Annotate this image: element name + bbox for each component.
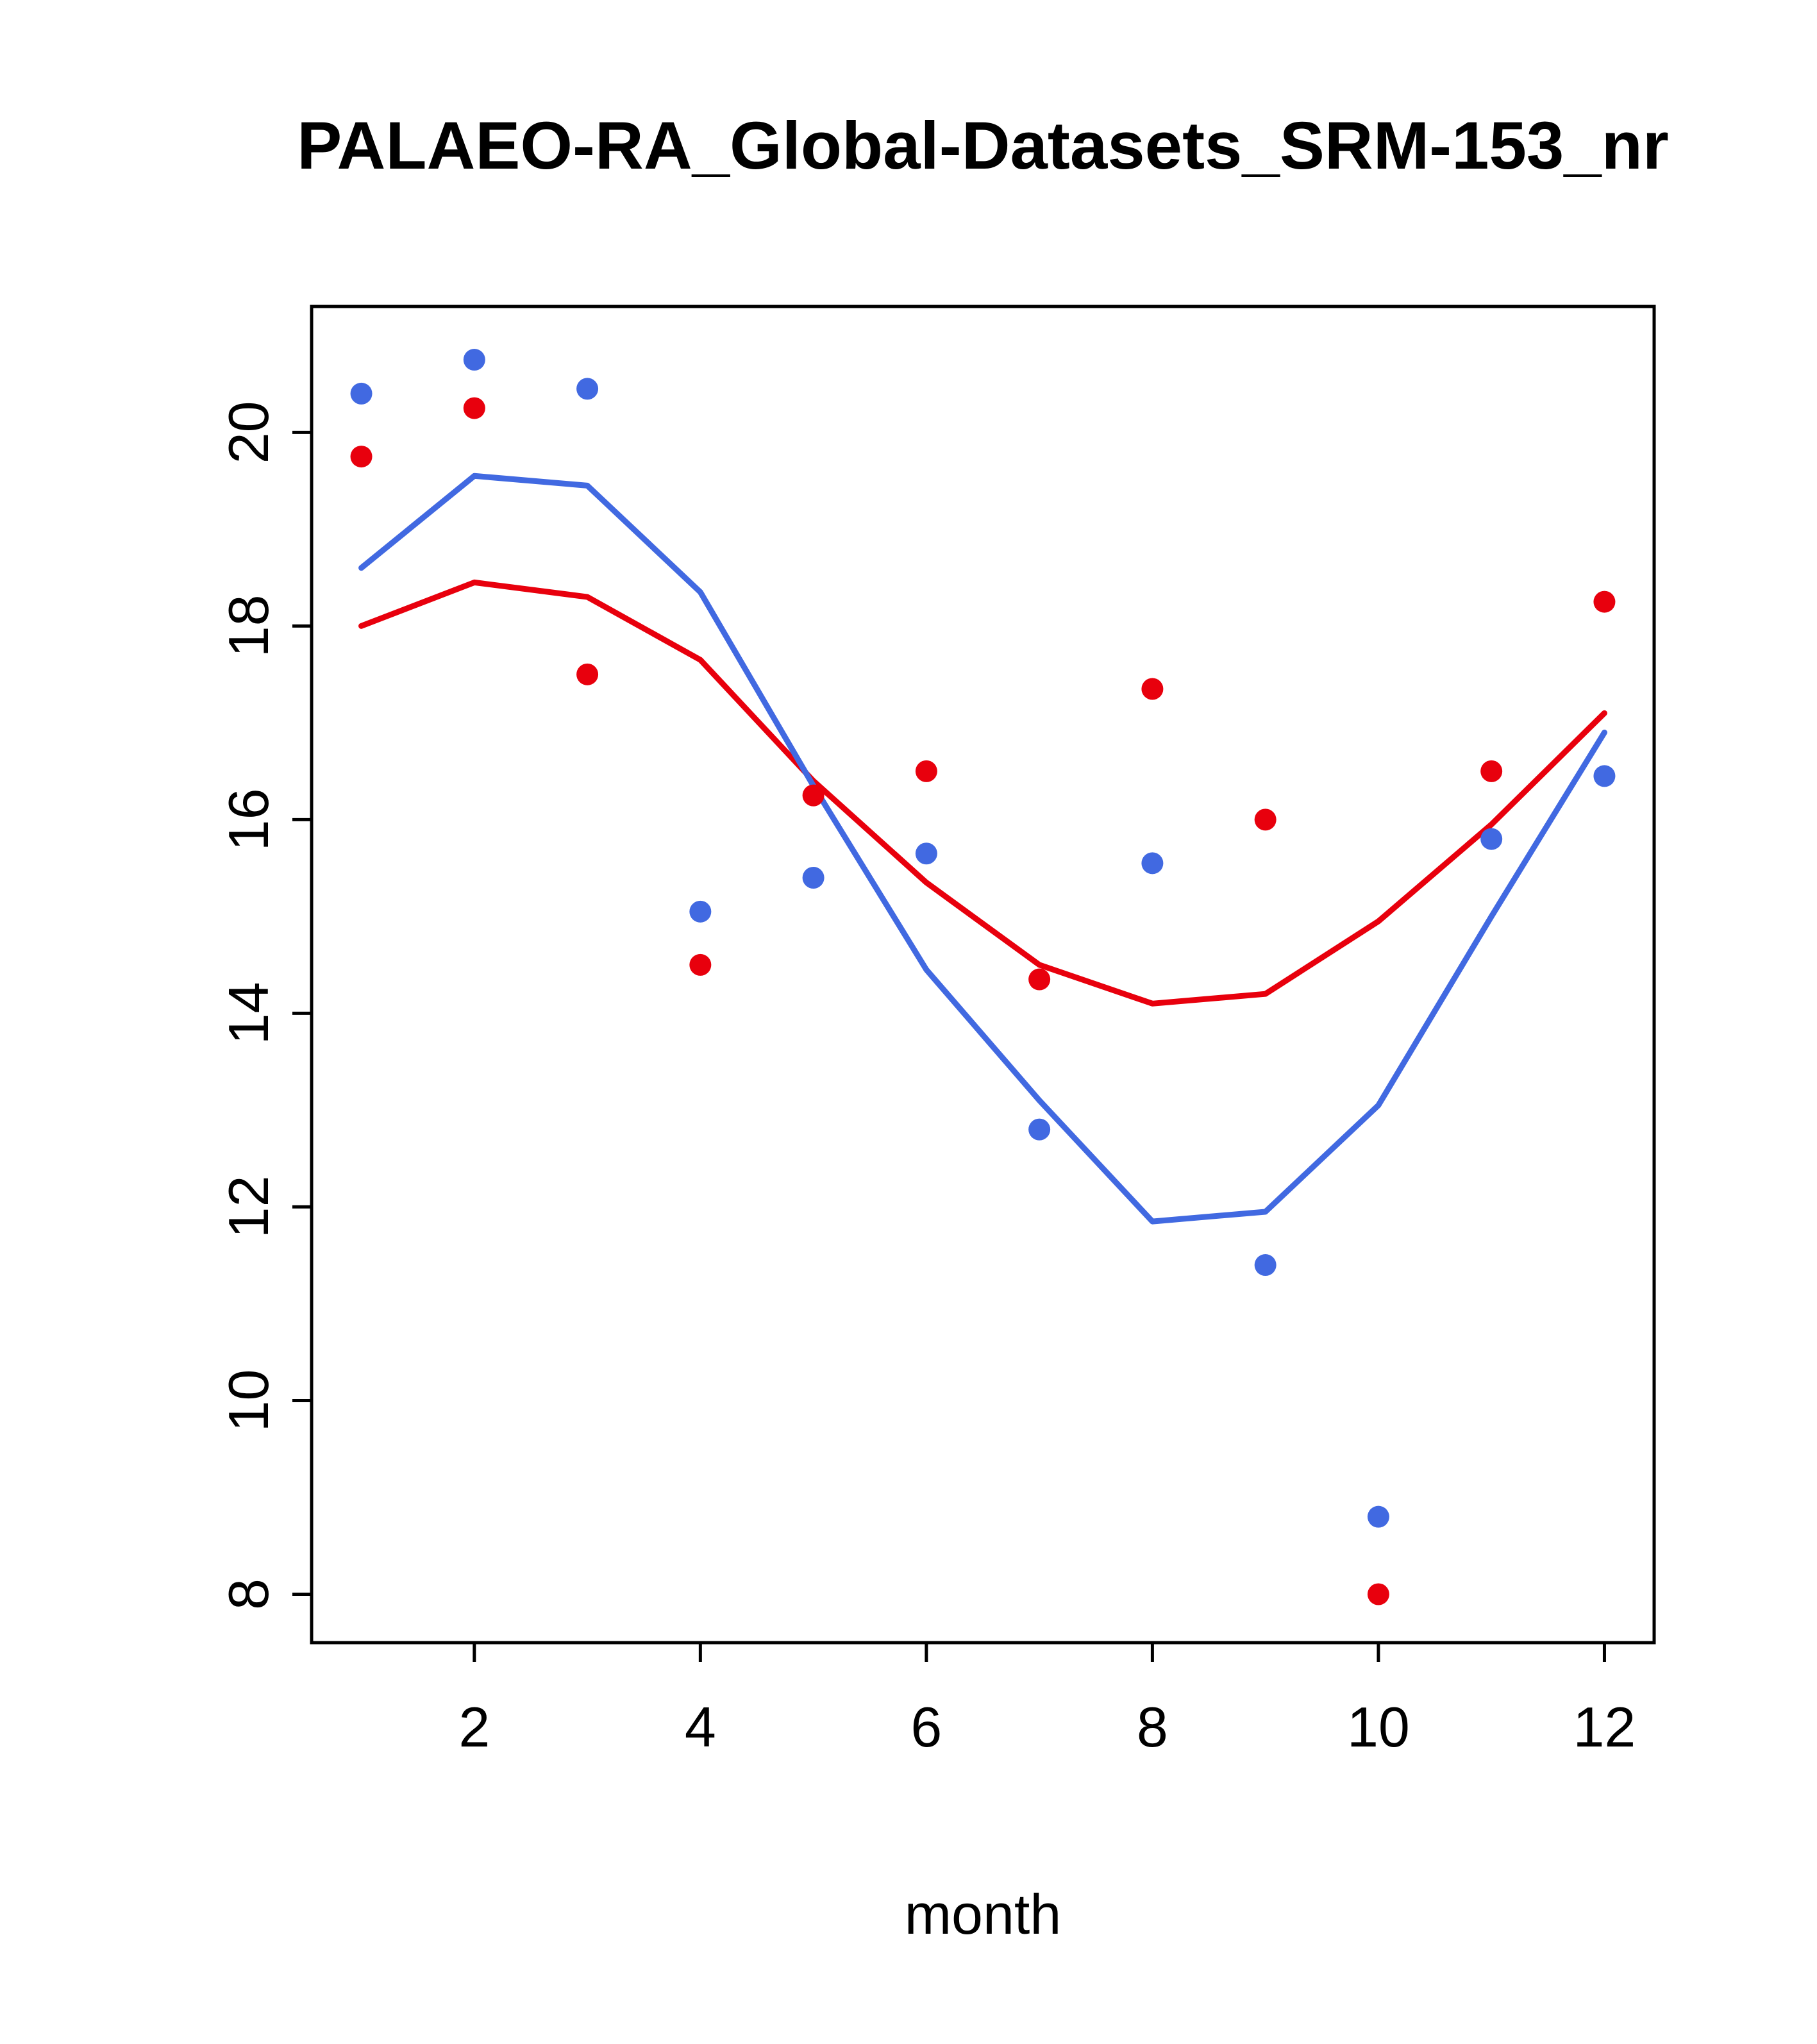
- x-tick-label: 8: [1137, 1695, 1168, 1759]
- y-tick-label: 16: [217, 788, 280, 851]
- y-tick-label: 14: [217, 982, 280, 1044]
- red-smooth-line: [358, 579, 1607, 1007]
- x-axis-label: month: [904, 1882, 1062, 1946]
- blue-smooth-line: [358, 473, 1607, 1225]
- y-tick-label: 12: [217, 1175, 280, 1238]
- x-tick-label: 4: [685, 1695, 716, 1759]
- y-tick-label: 8: [217, 1579, 280, 1610]
- y-tick-label: 18: [217, 594, 280, 657]
- plot-box: [310, 305, 1656, 1645]
- x-tick-label: 12: [1573, 1695, 1636, 1759]
- y-tick-label: 20: [217, 401, 280, 464]
- x-tick-label: 10: [1347, 1695, 1410, 1759]
- blue-monthly-points: [350, 349, 1616, 1528]
- red-monthly-points: [350, 397, 1616, 1605]
- x-axis: 2 4 6 8 10 12: [458, 1643, 1636, 1759]
- y-tick-label: 10: [217, 1370, 280, 1432]
- chart-title: PALAEO-RA_Global-Datasets_SRM-153_nr: [297, 108, 1669, 183]
- y-axis: 8 10 12 14 16 18 20: [217, 401, 312, 1610]
- x-tick-label: 6: [910, 1695, 942, 1759]
- x-tick-label: 2: [458, 1695, 490, 1759]
